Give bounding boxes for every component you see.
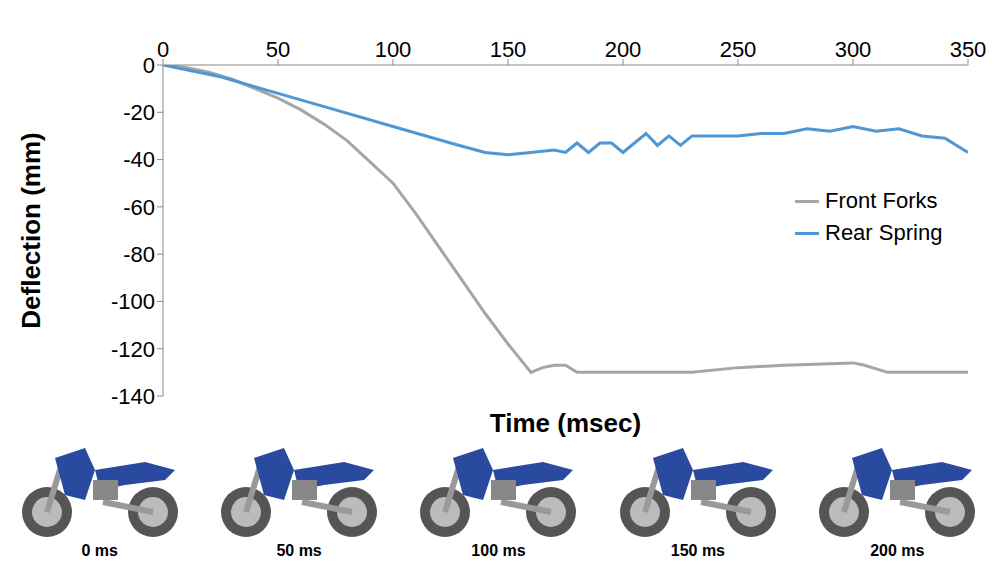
html-text:200 ms: 200 ms <box>870 542 925 559</box>
svg-text:-60: -60 <box>123 195 155 220</box>
svg-text:-140: -140 <box>111 384 155 409</box>
html-text:150 ms: 150 ms <box>670 542 725 559</box>
svg-text:Deflection (mm): Deflection (mm) <box>16 132 46 328</box>
html-text:Front Forks: Front Forks <box>825 188 938 213</box>
svg-text:-40: -40 <box>123 147 155 172</box>
svg-text:150: 150 <box>490 37 527 62</box>
svg-text:300: 300 <box>835 37 872 62</box>
svg-text:0: 0 <box>143 53 155 78</box>
svg-text:50: 50 <box>266 37 290 62</box>
html-text:100 ms: 100 ms <box>471 542 526 559</box>
html-text:Time (msec): Time (msec) <box>489 408 642 438</box>
svg-text:350: 350 <box>950 37 987 62</box>
html-text:0 ms: 0 ms <box>81 542 118 559</box>
svg-text:250: 250 <box>720 37 757 62</box>
html-text:Rear Spring: Rear Spring <box>825 220 943 245</box>
svg-text:-100: -100 <box>111 289 155 314</box>
html-text:50 ms: 50 ms <box>276 542 322 559</box>
svg-text:-20: -20 <box>123 100 155 125</box>
svg-text:-80: -80 <box>123 242 155 267</box>
svg-text:200: 200 <box>605 37 642 62</box>
svg-text:0: 0 <box>157 37 169 62</box>
svg-text:100: 100 <box>375 37 412 62</box>
svg-text:-120: -120 <box>111 337 155 362</box>
